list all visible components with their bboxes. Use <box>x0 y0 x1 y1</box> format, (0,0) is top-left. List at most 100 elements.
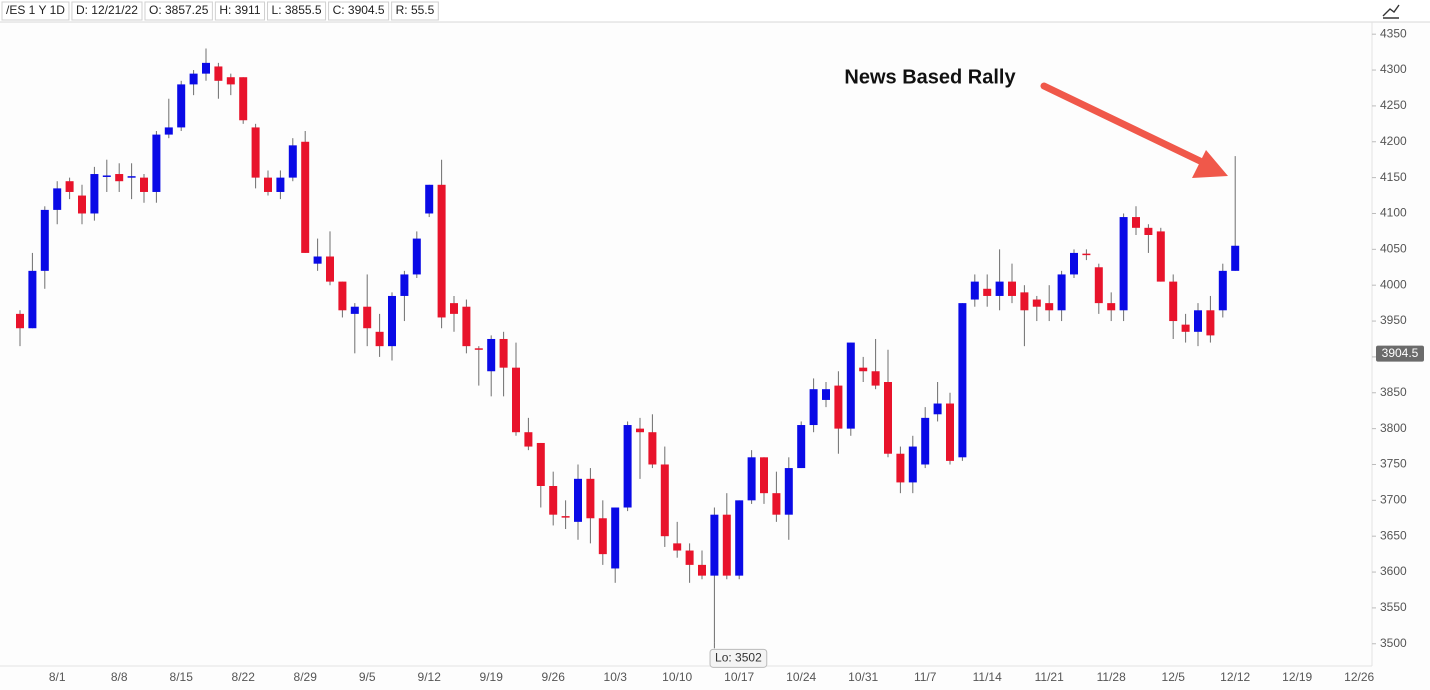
candle-body <box>673 543 682 551</box>
x-tick-label: 11/28 <box>1097 670 1126 684</box>
candle-body <box>326 256 334 282</box>
candle-body <box>115 174 124 182</box>
y-tick-label: 4000 <box>1380 277 1407 291</box>
candle-body <box>1107 303 1116 311</box>
candle-body <box>822 389 830 400</box>
candle-body <box>276 177 285 192</box>
last-price-label: 3904.5 <box>1382 346 1419 360</box>
header-box <box>1 1 70 21</box>
x-tick-label: 10/10 <box>662 670 692 684</box>
candle-body <box>598 518 607 555</box>
arrow-head <box>1192 150 1228 178</box>
candle-body <box>301 141 310 253</box>
candle-body <box>239 77 248 121</box>
candle-body <box>884 382 892 454</box>
x-tick-label: 8/29 <box>294 670 318 684</box>
x-tick-label: 8/15 <box>170 670 194 684</box>
header-item: L: 3855.5 <box>272 3 322 17</box>
candle-body <box>202 62 210 74</box>
candle-body <box>1156 231 1165 282</box>
x-tick-label: 11/21 <box>1035 670 1064 684</box>
candle-body <box>809 389 818 426</box>
y-tick-label: 3750 <box>1380 457 1407 471</box>
icon-bg[interactable] <box>1380 3 1400 20</box>
candle-body <box>1169 281 1178 322</box>
x-tick-label: 12/5 <box>1162 670 1186 684</box>
candle-body <box>1032 299 1041 307</box>
candle-body <box>536 442 545 486</box>
y-tick-label: 4350 <box>1380 26 1407 40</box>
candle-body <box>1057 274 1066 311</box>
candle-body <box>338 281 347 311</box>
candle-body <box>859 367 868 372</box>
candle-body <box>512 367 520 433</box>
y-tick-label: 4200 <box>1380 134 1407 148</box>
candle-body <box>264 177 272 192</box>
candle-body <box>388 295 396 347</box>
x-tick-label: 12/12 <box>1220 670 1250 684</box>
candle-body <box>313 256 322 264</box>
header-box <box>214 1 266 21</box>
header-item: D: 12/21/22 <box>76 3 138 17</box>
candle-body <box>896 453 905 483</box>
y-tick-label: 4150 <box>1380 170 1407 184</box>
candle-body <box>1194 310 1202 332</box>
candle-body <box>908 446 917 483</box>
header-item: /ES 1 Y 1D <box>6 3 65 17</box>
header-bar <box>0 0 1430 22</box>
x-tick-label: 10/17 <box>724 670 754 684</box>
candle-body <box>40 209 49 271</box>
candle-body <box>1144 227 1153 235</box>
header-item: C: 3904.5 <box>333 3 385 17</box>
candle-body <box>1132 217 1140 228</box>
x-tick-label: 12/26 <box>1344 670 1374 684</box>
header-item: R: 55.5 <box>396 3 435 17</box>
candle-body <box>1218 270 1227 311</box>
candle-body <box>462 306 471 347</box>
candle-body <box>102 175 111 177</box>
chart-type-icon[interactable] <box>1380 3 1400 20</box>
candle-body <box>363 306 372 329</box>
header-box <box>71 1 143 21</box>
candle-body <box>1082 253 1091 256</box>
candle-body <box>983 288 992 296</box>
x-tick-label: 9/12 <box>418 670 442 684</box>
x-tick-label: 9/5 <box>359 670 376 684</box>
y-tick-label: 3800 <box>1380 421 1407 435</box>
annotation-arrow <box>1040 82 1228 178</box>
candle-body <box>760 457 768 494</box>
candle-body <box>437 184 446 318</box>
header-box <box>144 1 213 21</box>
icon-glyph[interactable] <box>1382 4 1400 19</box>
candle-body <box>400 274 409 296</box>
y-tick-label: 4250 <box>1380 98 1407 112</box>
candle-body <box>958 303 967 458</box>
candle-body <box>524 432 533 447</box>
y-tick-label: 3600 <box>1380 564 1407 578</box>
last-price-box <box>1376 345 1424 362</box>
candle-body <box>636 428 644 433</box>
candle-body <box>747 457 756 501</box>
candle-body <box>425 184 434 214</box>
x-tick-label: 8/8 <box>111 670 128 684</box>
candle-body <box>412 238 421 275</box>
candle-body <box>834 385 843 429</box>
candle-body <box>375 331 384 347</box>
candle-body <box>189 73 198 85</box>
header-box <box>328 1 390 21</box>
x-tick-label: 12/19 <box>1282 670 1312 684</box>
candle-body <box>1008 281 1016 296</box>
candle-body <box>946 403 954 461</box>
candle-body <box>152 134 161 192</box>
candle-body <box>846 342 855 429</box>
x-tick-label: 8/1 <box>49 670 66 684</box>
y-tick-label: 4300 <box>1380 62 1407 76</box>
candle-body <box>16 313 24 329</box>
candle-body <box>499 338 508 368</box>
candle-body <box>140 177 148 192</box>
candle-body <box>474 348 483 350</box>
candle-body <box>772 493 781 515</box>
candle-body <box>226 77 235 85</box>
